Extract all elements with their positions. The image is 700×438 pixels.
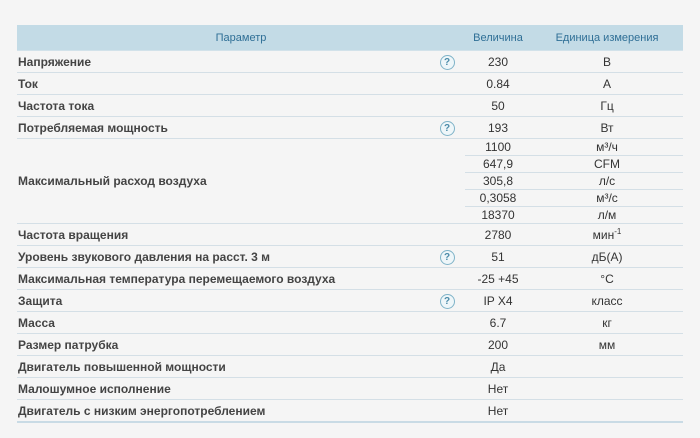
param-value: 193 [465,116,532,139]
param-label: Размер патрубка [17,333,429,356]
param-value: 647,9 [465,155,532,173]
param-value: 50 [465,94,532,117]
param-label: Ток [17,72,429,95]
param-label: Потребляемая мощность [17,116,429,139]
table-row-current: Ток 0.84 A [17,72,684,95]
table-row-mass: Масса 6.7 кг [17,311,684,334]
param-label: Двигатель повышенной мощности [17,355,429,378]
table-row-power: Потребляемая мощность ? 193 Вт [17,116,684,139]
param-unit [531,355,684,378]
param-value: Да [465,355,532,378]
param-value: 230 [465,50,532,73]
table-row-high-power-motor: Двигатель повышенной мощности Да [17,355,684,378]
help-icon[interactable]: ? [439,249,455,265]
param-unit: °C [531,267,684,290]
table-row-sound-pressure: Уровень звукового давления на расст. 3 м… [17,245,684,268]
table-row-airflow-sub: 18370 л/м [17,206,684,224]
specifications-table: Параметр Величина Единица измерения Напр… [17,25,684,423]
param-unit: класс [531,289,684,312]
help-icon[interactable]: ? [439,54,455,70]
param-unit: кг [531,311,684,334]
table-header-row: Параметр Величина Единица измерения [17,25,684,51]
param-unit: Вт [531,116,684,139]
help-icon[interactable]: ? [439,293,455,309]
param-label: Частота тока [17,94,429,117]
param-value: 0.84 [465,72,532,95]
table-row-airflow-sub: 647,9 CFM [17,155,684,173]
param-unit: A [531,72,684,95]
param-label: Масса [17,311,429,334]
param-value: 0,3058 [465,189,532,207]
param-value: 2780 [465,223,532,246]
table-row-airflow: Максимальный расход воздуха 1100 м³/ч [17,138,684,224]
param-value: 305,8 [465,172,532,190]
param-label: Напряжение [17,50,429,73]
header-value: Величина [465,25,532,51]
param-unit [531,377,684,400]
param-unit: л/м [531,206,684,224]
param-unit: м³/с [531,189,684,207]
param-value: Нет [465,377,532,400]
param-label: Уровень звукового давления на расст. 3 м [17,245,429,268]
param-unit: мин-1 [531,223,684,246]
param-unit: мм [531,333,684,356]
header-unit: Единица измерения [531,25,684,51]
param-value: -25 +45 [465,267,532,290]
param-unit: В [531,50,684,73]
param-value: 1100 [465,138,532,156]
param-unit: CFM [531,155,684,173]
param-unit: дБ(А) [531,245,684,268]
param-unit: л/с [531,172,684,190]
header-parameter: Параметр [17,25,466,51]
param-value: 51 [465,245,532,268]
param-value: 200 [465,333,532,356]
table-row-low-noise: Малошумное исполнение Нет [17,377,684,400]
param-label: Двигатель с низким энергопотреблением [17,399,429,423]
param-value: 18370 [465,206,532,224]
table-row-duct-size: Размер патрубка 200 мм [17,333,684,356]
table-row-protection: Защита ? IP X4 класс [17,289,684,312]
param-label: Максимальная температура перемещаемого в… [17,267,429,290]
param-value: Нет [465,399,532,423]
param-unit: Гц [531,94,684,117]
param-label: Максимальный расход воздуха [17,138,429,224]
table-row-airflow-sub: 305,8 л/с [17,172,684,190]
param-label: Защита [17,289,429,312]
table-row-max-temperature: Максимальная температура перемещаемого в… [17,267,684,290]
param-unit: м³/ч [531,138,684,156]
param-value: 6.7 [465,311,532,334]
param-value: IP X4 [465,289,532,312]
param-unit [531,399,684,423]
table-row-voltage: Напряжение ? 230 В [17,50,684,73]
param-label: Малошумное исполнение [17,377,429,400]
help-icon[interactable]: ? [439,120,455,136]
table-row-rotation-speed: Частота вращения 2780 мин-1 [17,223,684,246]
table-row-airflow-sub: 0,3058 м³/с [17,189,684,207]
table-row-low-energy-motor: Двигатель с низким энергопотреблением Не… [17,399,684,423]
table-row-frequency: Частота тока 50 Гц [17,94,684,117]
param-label: Частота вращения [17,223,429,246]
